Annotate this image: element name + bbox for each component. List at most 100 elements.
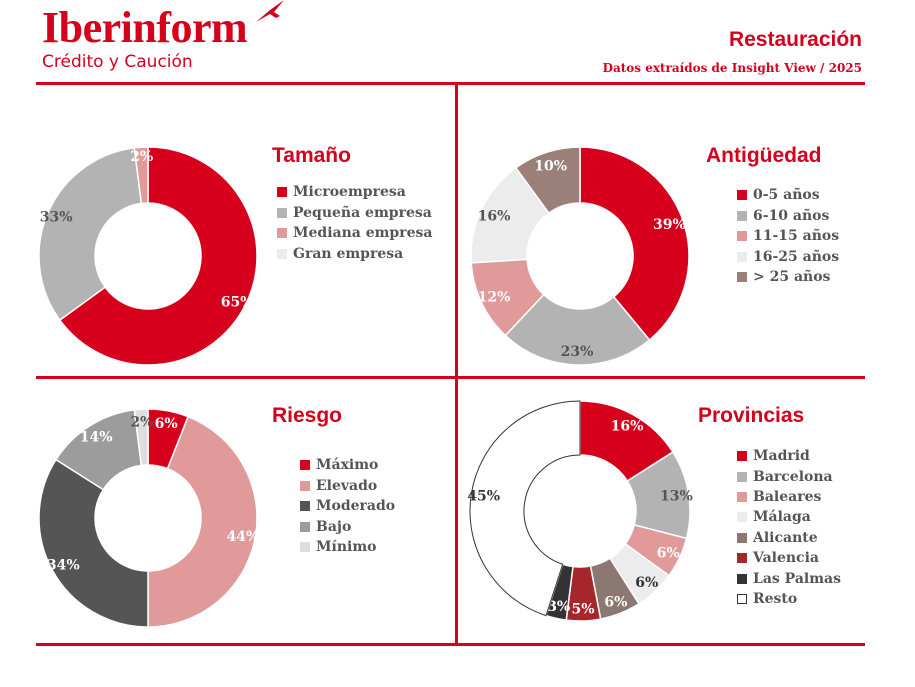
legend-label: Las Palmas [753,570,841,587]
middle-divider [36,376,865,379]
data-label: 39% [653,217,686,233]
legend-swatch [737,190,747,201]
legend-item: Gran empresa [277,244,432,265]
legend-item: Pequeña empresa [277,203,432,224]
legend-swatch [300,542,310,553]
legend-swatch [300,501,310,512]
legend-label: Alicante [753,529,818,546]
data-label: 13% [660,489,693,505]
page-title: Restauración [728,28,862,51]
legend-item: Valencia [737,548,841,568]
donut-slice [469,400,581,617]
legend-label: 6-10 años [753,207,830,224]
chart-title: Riesgo [272,404,343,427]
legend-label: Bajo [316,518,352,535]
legend-swatch [300,521,310,532]
legend-swatch [737,593,747,604]
donut-slice [504,293,651,366]
legend-tamano: Microempresa Pequeña empresa Mediana empre… [277,182,432,264]
data-label: 34% [47,558,80,574]
legend-label: Moderado [316,498,396,515]
data-label: 6% [604,595,627,611]
legend-swatch [737,471,747,482]
legend-swatch [277,228,287,239]
legend-item: > 25 años [737,267,839,288]
donut-slice [133,146,149,205]
data-label: 2% [130,149,153,165]
legend-swatch [737,251,747,262]
legend-riesgo: Máximo Elevado Moderado Bajo Mínimo [300,455,395,558]
legend-item: Mínimo [300,537,395,558]
legend-label: 11-15 años [753,228,840,245]
legend-item: Alicante [737,528,841,548]
legend-label: 0-5 años [753,187,820,204]
donut-slice [38,458,149,628]
column-divider [455,84,458,645]
data-label: 44% [227,529,260,545]
donut-slice [514,146,581,215]
legend-provincias: Madrid Barcelona Baleares Málaga Alicante Val… [737,446,841,609]
chart-title: Provincias [698,404,805,427]
header-divider [36,82,865,85]
legend-label: Málaga [753,509,811,526]
donut-slice [133,408,149,467]
legend-item: Elevado [300,476,395,497]
legend-item: Microempresa [277,182,432,203]
legend-label: Gran empresa [293,245,404,262]
legend-swatch [737,272,747,283]
legend-swatch [277,187,287,198]
legend-label: Baleares [753,488,822,505]
legend-item: Máximo [300,455,395,476]
legend-swatch [277,207,287,218]
legend-label: Pequeña empresa [293,204,432,221]
data-label: 6% [635,575,658,591]
legend-item: Las Palmas [737,568,841,588]
data-label: 16% [611,418,644,434]
donut-slice [147,415,258,628]
legend-swatch [737,451,747,462]
logo-name: Iberinform [42,3,248,52]
data-label: 45% [467,489,500,505]
legend-label: Barcelona [753,468,833,485]
legend-swatch [737,231,747,242]
legend-item: Málaga [737,507,841,527]
legend-swatch [277,248,287,259]
legend-label: Microempresa [293,184,406,201]
donut-slice [58,146,258,366]
legend-swatch [737,210,747,221]
plane-icon [256,0,284,22]
data-label: 10% [534,159,567,175]
legend-item: Barcelona [737,466,841,486]
legend-swatch [737,532,747,543]
legend-label: Resto [753,590,798,607]
data-label: 65% [221,294,254,310]
data-label: 14% [80,429,113,445]
data-label: 2% [130,415,153,431]
data-label: 16% [478,209,511,225]
legend-item: Moderado [300,496,395,517]
data-label: 3% [547,599,570,615]
donut-slice [38,147,143,322]
legend-item: Madrid [737,446,841,466]
legend-swatch [737,553,747,564]
data-label: 12% [478,289,511,305]
legend-swatch [737,573,747,584]
legend-swatch [737,512,747,523]
data-label: 33% [40,209,73,225]
legend-item: 16-25 años [737,247,839,268]
legend-label: 16-25 años [753,248,840,265]
chart-title: Antigüedad [706,144,822,167]
legend-swatch [300,480,310,491]
legend-label: > 25 años [753,269,831,286]
legend-item: 6-10 años [737,206,839,227]
legend-label: Mínimo [316,539,377,556]
data-label: 5% [572,602,595,618]
legend-label: Máximo [316,457,379,474]
data-label: 6% [657,546,680,562]
data-label: 6% [155,416,178,432]
donut-slice [579,146,690,342]
chart-title: Tamaño [272,144,351,167]
